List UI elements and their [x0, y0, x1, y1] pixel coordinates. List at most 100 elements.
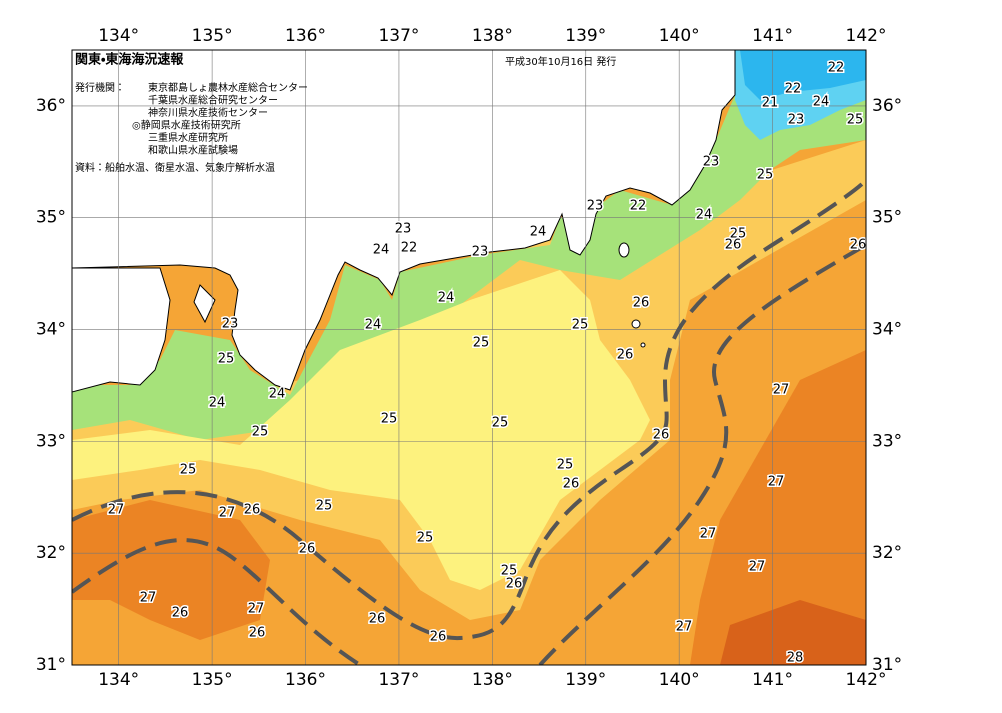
water-27: [72, 500, 270, 640]
contour-label: 22: [785, 82, 802, 97]
x-tick-label: 141°: [752, 670, 793, 690]
y-tick-label: 33°: [872, 431, 902, 451]
contour-label: 26: [299, 542, 316, 557]
contour-label: 25: [381, 412, 398, 427]
contour-label: 26: [430, 630, 447, 645]
current-line: [538, 243, 866, 665]
water-21: [740, 50, 866, 100]
contour-label: 27: [140, 591, 157, 606]
ticks: 134° 134° 135° 135° 136° 136° 137° 137° 138° 138°…: [36, 26, 902, 690]
x-tick-label: 134°: [98, 670, 139, 690]
x-tick-label: 142°: [846, 670, 887, 690]
x-tick-label: 136°: [285, 26, 326, 46]
contour-label: 25: [417, 531, 434, 546]
issuer: 三重県水産研究所: [148, 131, 228, 144]
island: [618, 242, 630, 258]
contour-label: 28: [787, 651, 804, 666]
contour-label: 26: [506, 577, 523, 592]
contour-label: 24: [209, 396, 226, 411]
contour-label: 27: [248, 602, 265, 617]
y-tick-label: 31°: [872, 655, 902, 675]
x-tick-label: 139°: [565, 26, 606, 46]
contour-label: 27: [749, 560, 766, 575]
contour-label: 24: [813, 95, 830, 110]
source: 資料：船舶水温、衛星水温、気象庁解析水温: [75, 161, 275, 174]
contour-label: 27: [219, 506, 236, 521]
water-24: [72, 95, 866, 440]
contour-label: 25: [180, 463, 197, 478]
contour-label: 25: [473, 336, 490, 351]
contour-label: 26: [850, 238, 867, 253]
x-tick-label: 137°: [378, 670, 419, 690]
contour-label: 24: [530, 225, 547, 240]
land: [72, 50, 736, 391]
shikoku: [72, 267, 171, 393]
issuer: ◎静岡県水産技術研究所: [132, 119, 241, 132]
contour-label: 26: [653, 428, 670, 443]
y-tick-label: 34°: [36, 320, 66, 340]
contour-label: 25: [730, 227, 747, 242]
y-tick-label: 35°: [36, 208, 66, 228]
issue-date: 平成30年10月16日 発行: [505, 55, 616, 68]
x-tick-label: 138°: [472, 26, 513, 46]
contour-label: 23: [472, 245, 489, 260]
contour-label: 25: [572, 318, 589, 333]
contour-label: 25: [501, 564, 518, 579]
contour-label: 27: [676, 620, 693, 635]
contour-label: 26: [563, 477, 580, 492]
x-tick-label: 142°: [846, 26, 887, 46]
contour-label: 24: [438, 291, 455, 306]
issuer: 千葉県水産総合研究センター: [148, 94, 278, 107]
water-27: [690, 350, 866, 665]
kuroshio-axis: [72, 178, 866, 665]
contour-label: 24: [269, 387, 286, 402]
contour-label: 24: [373, 243, 390, 258]
y-tick-label: 31°: [36, 655, 66, 675]
contour-label: 22: [401, 241, 418, 256]
y-tick-label: 36°: [872, 96, 902, 116]
contour-label: 23: [395, 222, 412, 237]
contour-label: 25: [218, 352, 235, 367]
contour-label: 25: [757, 168, 774, 183]
contour-label: 23: [222, 317, 239, 332]
current-line: [72, 538, 362, 665]
issuer: 神奈川県水産技術センター: [148, 106, 268, 119]
issuer: 和歌山県水産試験場: [148, 144, 238, 157]
contour-label: 26: [725, 238, 742, 253]
map-title: 関東・東海海況速報: [75, 52, 184, 68]
graticule: [72, 50, 866, 665]
x-tick-label: 141°: [752, 26, 793, 46]
contour-label: 21: [762, 96, 779, 111]
x-tick-label: 140°: [659, 670, 700, 690]
contour-label: 25: [557, 458, 574, 473]
x-tick-label: 137°: [378, 26, 419, 46]
issuers-label: 発行機関：: [75, 81, 125, 94]
contour-label: 23: [788, 113, 805, 128]
contour-label: 26: [633, 296, 650, 311]
contour-label: 23: [703, 155, 720, 170]
y-tick-label: 33°: [36, 431, 66, 451]
map-frame: [71, 49, 867, 666]
x-tick-label: 135°: [192, 670, 233, 690]
water-28: [720, 600, 866, 665]
contour-label: 23: [587, 199, 604, 214]
contour-label: 25: [847, 113, 864, 128]
contour-label: 25: [252, 425, 269, 440]
contour-label: 25: [316, 499, 333, 514]
issuer: 東京都島しょ農林水産総合センター: [148, 81, 308, 94]
y-tick-label: 34°: [872, 320, 902, 340]
contour-label: 27: [700, 527, 717, 542]
contour-label: 24: [696, 208, 713, 223]
awaji: [193, 284, 216, 324]
contour-label: 26: [617, 348, 634, 363]
contour-label: 26: [244, 503, 261, 518]
contour-label: 27: [768, 475, 785, 490]
island: [640, 342, 646, 348]
contour-label: 27: [108, 503, 125, 518]
y-tick-label: 32°: [872, 543, 902, 563]
y-tick-label: 36°: [36, 96, 66, 116]
y-tick-label: 32°: [36, 543, 66, 563]
x-tick-label: 136°: [285, 670, 326, 690]
contour-label: 22: [828, 61, 845, 76]
